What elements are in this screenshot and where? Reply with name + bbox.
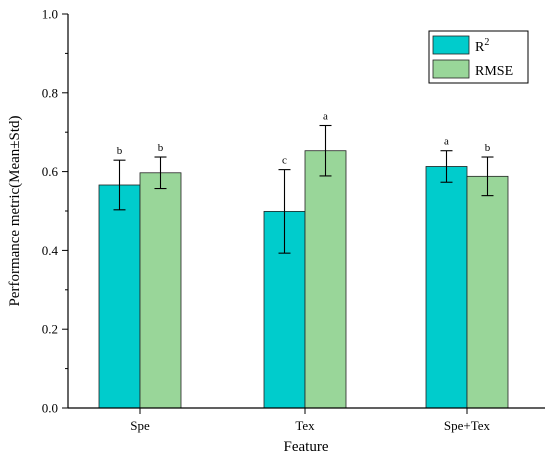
y-tick-label: 0.2: [42, 322, 58, 337]
legend: R2 RMSE: [428, 30, 529, 84]
x-tick-label: Spe+Tex: [444, 418, 491, 433]
significance-letter: a: [444, 136, 449, 148]
legend-label-r2-sup: 2: [484, 37, 489, 48]
bar-r-spe-tex: [425, 166, 468, 409]
y-tick-label: 0.4: [42, 243, 59, 258]
legend-label-rmse: RMSE: [475, 64, 513, 79]
bar-rmse-spe: [139, 172, 182, 409]
legend-label-r2: R2: [475, 37, 489, 55]
bar-rmse-spe-tex: [466, 175, 509, 409]
y-tick-label: 1.0: [42, 7, 58, 22]
x-tick-label: Spe: [130, 418, 150, 433]
legend-label-r2-base: R: [475, 40, 485, 55]
y-tick-label: 0.6: [42, 164, 59, 179]
legend-swatch-r2: [432, 35, 470, 55]
significance-letter: c: [282, 155, 287, 167]
y-ticks: 0.0 0.2 0.4 0.6 0.8 1.0: [42, 7, 68, 416]
x-tick-label: Tex: [295, 418, 315, 433]
significance-letter: b: [485, 142, 491, 154]
significance-letter: b: [117, 145, 123, 157]
y-tick-label: 0.8: [42, 85, 58, 100]
y-tick-label: 0.0: [42, 401, 58, 416]
significance-letter: b: [158, 142, 164, 154]
bar-rmse-tex: [304, 150, 347, 409]
bar-r-spe: [98, 184, 141, 409]
x-axis-title: Feature: [284, 439, 329, 455]
chart-marks: b b c a a b: [98, 111, 509, 409]
x-ticks: Spe Tex Spe+Tex: [130, 408, 491, 433]
y-axis-title: Performance metric(Mean±Std): [7, 115, 23, 306]
significance-letter: a: [323, 111, 328, 123]
legend-swatch-rmse: [432, 59, 470, 79]
